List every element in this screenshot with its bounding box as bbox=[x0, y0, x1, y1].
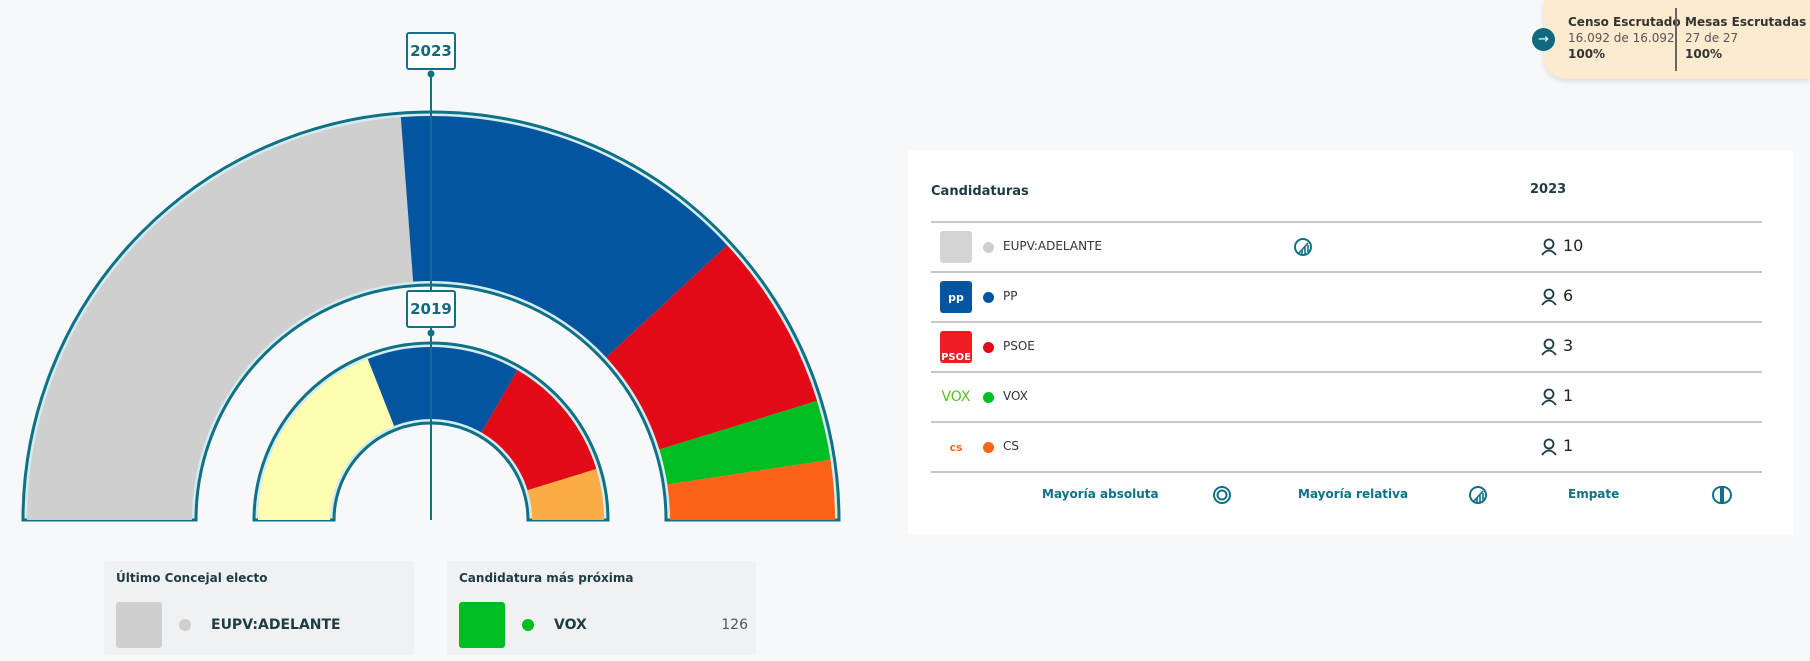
seat-count: 6 bbox=[1563, 286, 1574, 305]
seat-count: 10 bbox=[1563, 236, 1584, 255]
party-logo bbox=[940, 231, 972, 263]
divider bbox=[931, 421, 1762, 423]
empate-icon bbox=[1712, 485, 1732, 505]
seat-segment-2019[interactable] bbox=[527, 469, 604, 520]
legend-mayoria-absoluta: Mayoría absoluta bbox=[1042, 487, 1159, 501]
candidatura-proxima-card: Candidatura más próxima VOX 126 bbox=[447, 561, 756, 655]
party-logo bbox=[459, 602, 505, 648]
person-icon bbox=[1541, 288, 1557, 306]
party-name: EUPV:ADELANTE bbox=[1003, 239, 1102, 253]
proxima-title: Candidatura más próxima bbox=[459, 571, 634, 585]
ultimo-title: Último Concejal electo bbox=[116, 571, 268, 585]
table-row[interactable]: PSOE PSOE 3 bbox=[908, 323, 1793, 371]
hemicycle-chart bbox=[21, 70, 841, 522]
year-label-2023: 2023 bbox=[406, 32, 456, 70]
table-row[interactable]: cs CS 1 bbox=[908, 423, 1793, 471]
party-color-dot bbox=[983, 392, 994, 403]
year-label-2019: 2019 bbox=[406, 290, 456, 328]
party-color-dot bbox=[983, 242, 994, 253]
divider bbox=[931, 471, 1762, 473]
proxima-votes: 126 bbox=[721, 617, 748, 633]
censo-label: Censo Escrutado bbox=[1568, 15, 1681, 29]
legend-mayoria-relativa: Mayoría relativa bbox=[1298, 487, 1409, 501]
party-logo bbox=[116, 602, 162, 648]
mayoria-absoluta-icon bbox=[1213, 486, 1231, 504]
marker-dot bbox=[427, 329, 435, 337]
table-row[interactable]: pp PP 6 bbox=[908, 273, 1793, 321]
party-logo: VOX bbox=[941, 389, 971, 405]
escrutinio-badge: → Censo Escrutado 16.092 de 16.092 100% … bbox=[1532, 0, 1810, 79]
seat-segment-2019[interactable] bbox=[481, 370, 597, 491]
party-color-dot bbox=[983, 292, 994, 303]
party-color-dot bbox=[983, 442, 994, 453]
censo-pct: 100% bbox=[1568, 47, 1606, 61]
party-color-dot bbox=[522, 619, 534, 631]
arrow-right-icon[interactable]: → bbox=[1532, 28, 1555, 51]
seat-segment-2023-eupvadelante[interactable] bbox=[27, 117, 414, 520]
party-name: VOX bbox=[1003, 389, 1028, 403]
divider bbox=[1675, 8, 1677, 71]
divider bbox=[931, 321, 1762, 323]
mesas-pct: 100% bbox=[1685, 47, 1723, 61]
proxima-party: VOX bbox=[554, 617, 587, 633]
party-color-dot bbox=[179, 619, 191, 631]
person-icon bbox=[1541, 438, 1557, 456]
party-name: PSOE bbox=[1003, 339, 1035, 353]
seat-count: 3 bbox=[1563, 336, 1574, 355]
seat-segment-2019[interactable] bbox=[367, 347, 518, 433]
seat-count: 1 bbox=[1563, 436, 1574, 455]
header-candidaturas: Candidaturas bbox=[931, 184, 1029, 199]
legend-empate: Empate bbox=[1568, 487, 1620, 501]
party-name: CS bbox=[1003, 439, 1019, 453]
ultimo-party: EUPV:ADELANTE bbox=[211, 617, 341, 633]
party-logo: cs bbox=[949, 440, 963, 454]
seat-segment-2023-vox[interactable] bbox=[659, 400, 831, 485]
party-logo: pp bbox=[940, 281, 972, 313]
seat-count: 1 bbox=[1563, 386, 1574, 405]
mesas-value: 27 de 27 bbox=[1685, 31, 1739, 45]
mayoria-relativa-icon bbox=[1294, 238, 1312, 256]
party-logo: PSOE bbox=[940, 331, 972, 363]
mayoria-relativa-icon bbox=[1469, 486, 1487, 504]
party-name: PP bbox=[1003, 289, 1018, 303]
censo-value: 16.092 de 16.092 bbox=[1568, 31, 1675, 45]
seat-segment-2023-cs[interactable] bbox=[667, 459, 835, 520]
results-table: Candidaturas 2023 EUPV:ADELANTE 10 pp PP … bbox=[908, 150, 1793, 535]
seat-segment-2023-psoe[interactable] bbox=[606, 245, 818, 450]
table-row[interactable]: VOX VOX 1 bbox=[908, 373, 1793, 421]
party-color-dot bbox=[983, 342, 994, 353]
seat-segment-2019[interactable] bbox=[258, 358, 395, 520]
person-icon bbox=[1541, 338, 1557, 356]
table-row[interactable]: EUPV:ADELANTE 10 bbox=[908, 223, 1793, 271]
header-year: 2023 bbox=[1530, 182, 1567, 197]
seat-segment-2023-pp[interactable] bbox=[400, 116, 728, 358]
person-icon bbox=[1541, 388, 1557, 406]
person-icon bbox=[1541, 238, 1557, 256]
divider bbox=[931, 371, 1762, 373]
divider bbox=[931, 221, 1762, 223]
ultimo-concejal-card: Último Concejal electo EUPV:ADELANTE bbox=[104, 561, 414, 655]
divider bbox=[931, 271, 1762, 273]
marker-dot bbox=[427, 70, 435, 78]
mesas-label: Mesas Escrutadas bbox=[1685, 15, 1807, 29]
